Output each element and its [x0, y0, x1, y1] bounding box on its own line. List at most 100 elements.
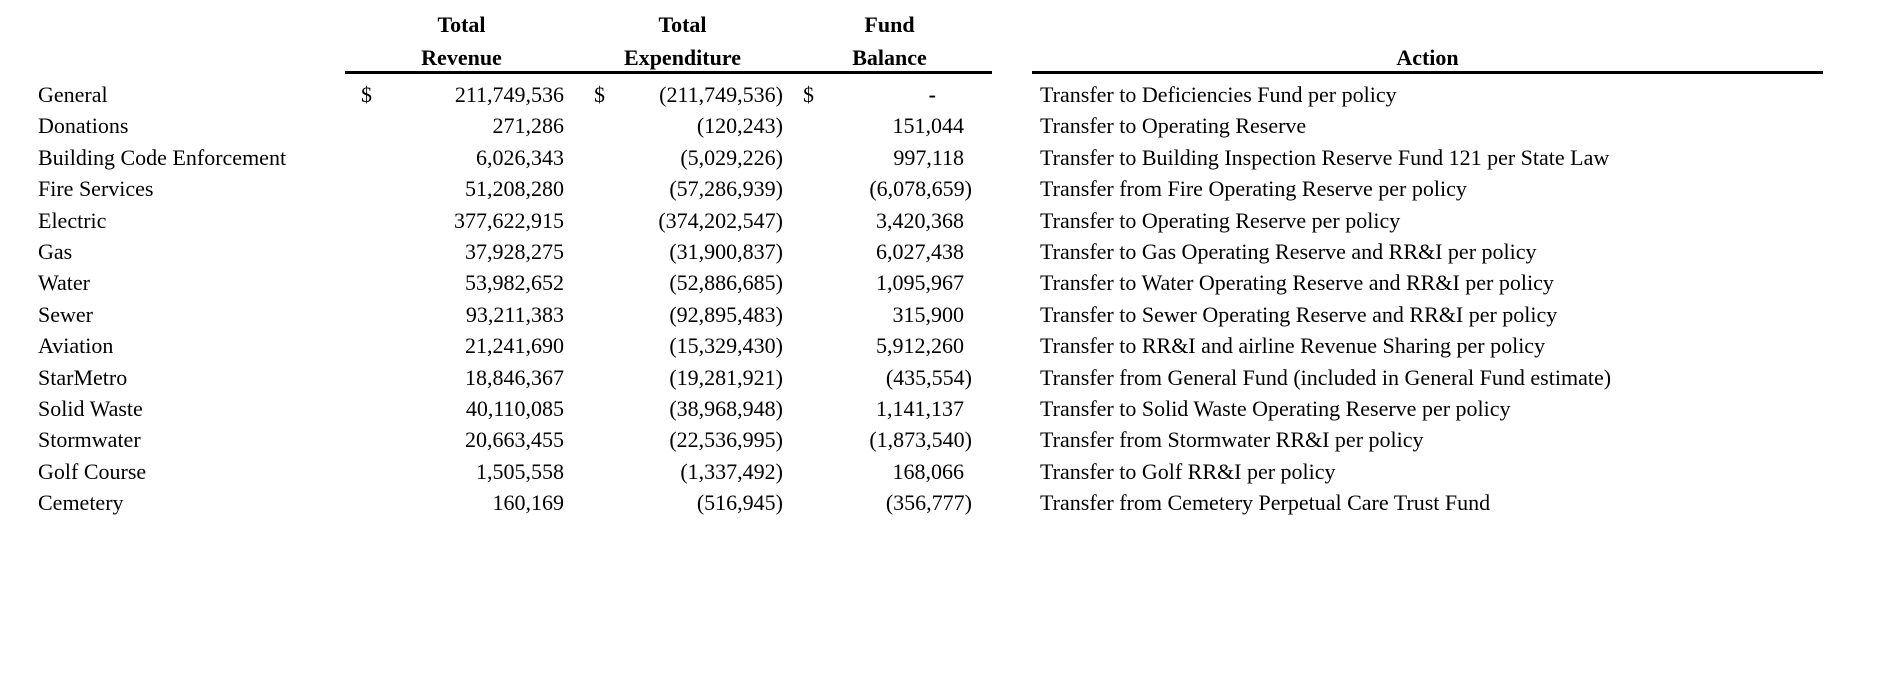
header-total-expenditure-line1: Total	[658, 12, 707, 37]
total-revenue-cell: 40,110,085	[345, 393, 578, 424]
fund-name-cell: Golf Course	[38, 458, 147, 484]
gap-cell	[992, 487, 1032, 518]
action-cell: Transfer from General Fund (included in …	[1040, 364, 1612, 390]
header-fund-balance-line1: Fund	[864, 12, 915, 37]
table-row: Aviation 21,241,690 (15,329,430) 5,912,2…	[38, 330, 1823, 361]
table-row: Stormwater 20,663,455 (22,536,995) (1,87…	[38, 424, 1823, 455]
table-row: Golf Course 1,505,558 (1,337,492) 168,06…	[38, 456, 1823, 487]
balance-amount: 1,141,137	[876, 395, 964, 421]
expenditure-amount: (15,329,430)	[669, 333, 783, 359]
total-expenditure-cell: (19,281,921)	[578, 362, 787, 393]
gap-cell	[992, 236, 1032, 267]
action-cell: Transfer to Solid Waste Operating Reserv…	[1040, 395, 1511, 421]
table-body: General $ 211,749,536 $ (211,749,536) $ …	[38, 79, 1823, 518]
fund-name-cell: Building Code Enforcement	[38, 144, 287, 170]
table-row: Cemetery 160,169 (516,945) (356,777) Tra…	[38, 487, 1823, 518]
fund-balance-cell: 5,912,260	[787, 330, 992, 361]
expenditure-amount: (516,945)	[696, 490, 783, 516]
gap-cell	[992, 330, 1032, 361]
header-fund-spacer	[38, 8, 345, 41]
table-header-row-1: Total Total Fund	[38, 8, 1823, 41]
table-row: Building Code Enforcement 6,026,343 (5,0…	[38, 142, 1823, 173]
fund-balance-cell: (435,554)	[787, 362, 992, 393]
fund-name-cell: Donations	[38, 113, 129, 139]
balance-amount: (435,554)	[885, 364, 972, 390]
total-revenue-cell: $ 211,749,536	[345, 79, 578, 110]
action-cell: Transfer to Golf RR&I per policy	[1040, 458, 1336, 484]
total-expenditure-cell: (52,886,685)	[578, 267, 787, 298]
balance-amount: -	[928, 82, 936, 107]
fund-name-cell: Fire Services	[38, 176, 154, 202]
balance-amount: (6,078,659)	[869, 176, 972, 202]
total-revenue-cell: 377,622,915	[345, 205, 578, 236]
expenditure-amount: (38,968,948)	[669, 395, 783, 421]
currency-symbol: $	[594, 82, 605, 107]
fund-balance-cell: 3,420,368	[787, 205, 992, 236]
gap-cell	[992, 205, 1032, 236]
balance-amount: 3,420,368	[876, 207, 964, 233]
action-cell: Transfer to Gas Operating Reserve and RR…	[1040, 238, 1537, 264]
header-action-label: Action	[1032, 41, 1823, 74]
gap-cell	[992, 456, 1032, 487]
fund-name-cell: Aviation	[38, 333, 114, 359]
total-expenditure-cell: (92,895,483)	[578, 299, 787, 330]
revenue-amount: 377,622,915	[454, 207, 564, 233]
revenue-amount: 93,211,383	[465, 301, 564, 327]
table-row: Fire Services 51,208,280 (57,286,939) (6…	[38, 173, 1823, 204]
total-revenue-cell: 53,982,652	[345, 267, 578, 298]
revenue-amount: 211,749,536	[454, 82, 564, 107]
fund-balance-cell: (356,777)	[787, 487, 992, 518]
total-revenue-cell: 6,026,343	[345, 142, 578, 173]
action-cell: Transfer to Water Operating Reserve and …	[1040, 270, 1554, 296]
header-fund-balance-line2: Balance	[787, 41, 992, 74]
header-fund-spacer-2	[38, 41, 345, 74]
action-cell: Transfer to Operating Reserve per policy	[1040, 207, 1401, 233]
expenditure-amount: (57,286,939)	[669, 176, 783, 202]
table-row: Water 53,982,652 (52,886,685) 1,095,967 …	[38, 267, 1823, 298]
fund-name-cell: Solid Waste	[38, 395, 143, 421]
gap-cell	[992, 299, 1032, 330]
gap-cell	[992, 142, 1032, 173]
gap-cell	[992, 110, 1032, 141]
total-revenue-cell: 21,241,690	[345, 330, 578, 361]
total-revenue-cell: 20,663,455	[345, 424, 578, 455]
header-total-revenue-line1: Total	[437, 12, 486, 37]
revenue-amount: 1,505,558	[476, 458, 564, 484]
table-row: StarMetro 18,846,367 (19,281,921) (435,5…	[38, 362, 1823, 393]
table-header-row-2: Revenue Expenditure Balance Action	[38, 41, 1823, 74]
total-expenditure-cell: (57,286,939)	[578, 173, 787, 204]
fund-name-cell: Sewer	[38, 301, 93, 327]
expenditure-amount: (92,895,483)	[669, 301, 783, 327]
action-cell: Transfer to RR&I and airline Revenue Sha…	[1040, 333, 1546, 359]
action-cell: Transfer to Deficiencies Fund per policy	[1040, 82, 1397, 107]
total-expenditure-cell: (1,337,492)	[578, 456, 787, 487]
header-gap-spacer	[992, 8, 1032, 41]
table-row: Solid Waste 40,110,085 (38,968,948) 1,14…	[38, 393, 1823, 424]
revenue-amount: 18,846,367	[465, 364, 564, 390]
currency-symbol: $	[361, 82, 372, 107]
expenditure-amount: (120,243)	[696, 113, 783, 139]
revenue-amount: 160,169	[492, 490, 565, 516]
fund-name-cell: Electric	[38, 207, 107, 233]
fund-balance-cell: 997,118	[787, 142, 992, 173]
fund-balance-cell: 1,095,967	[787, 267, 992, 298]
fund-name-cell: Stormwater	[38, 427, 141, 453]
balance-amount: 315,900	[892, 301, 965, 327]
total-revenue-cell: 18,846,367	[345, 362, 578, 393]
revenue-amount: 21,241,690	[465, 333, 564, 359]
action-cell: Transfer from Fire Operating Reserve per…	[1040, 176, 1467, 202]
expenditure-amount: (211,749,536)	[659, 82, 783, 107]
balance-amount: 151,044	[892, 113, 965, 139]
expenditure-amount: (374,202,547)	[658, 207, 783, 233]
balance-amount: 5,912,260	[876, 333, 964, 359]
expenditure-amount: (5,029,226)	[680, 144, 783, 170]
fund-balance-cell: $ -	[787, 79, 992, 110]
gap-cell	[992, 173, 1032, 204]
table-row: Sewer 93,211,383 (92,895,483) 315,900 Tr…	[38, 299, 1823, 330]
fund-balance-cell: 151,044	[787, 110, 992, 141]
total-expenditure-cell: (22,536,995)	[578, 424, 787, 455]
gap-cell	[992, 79, 1032, 110]
action-cell: Transfer from Cemetery Perpetual Care Tr…	[1040, 490, 1491, 516]
table-row: Donations 271,286 (120,243) 151,044 Tran…	[38, 110, 1823, 141]
